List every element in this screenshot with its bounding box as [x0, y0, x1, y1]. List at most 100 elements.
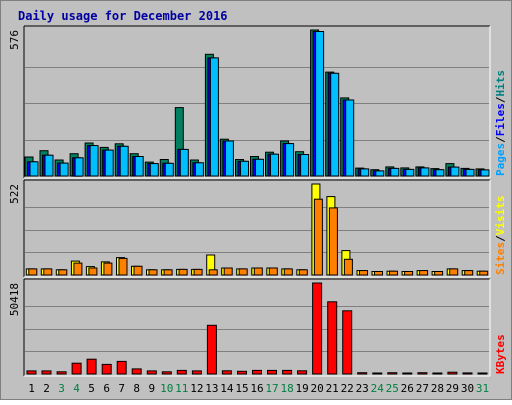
bar-kbytes-day-8	[131, 368, 142, 375]
bar-sites-day-31	[479, 270, 489, 276]
x-tick-label: 10	[160, 382, 173, 395]
legend-entry: Files	[494, 103, 507, 136]
panel-legend: KBytes	[494, 334, 507, 374]
bar-kbytes-day-9	[146, 370, 157, 375]
panel-max-label: 50418	[8, 283, 21, 316]
bar-sites-day-1	[28, 268, 38, 276]
bar-sites-day-30	[464, 270, 474, 276]
bar-sites-day-15	[238, 268, 248, 276]
bar-kbytes-day-10	[161, 371, 172, 375]
bar-sites-day-10	[163, 269, 173, 276]
bar-pages-day-20	[315, 31, 325, 177]
bar-sites-day-20	[313, 198, 323, 276]
bar-sites-day-6	[103, 262, 113, 276]
panel-background	[24, 279, 490, 376]
bar-sites-day-17	[268, 267, 278, 276]
x-tick-label: 25	[386, 382, 399, 395]
bar-sites-day-4	[73, 262, 83, 276]
x-tick-label: 12	[190, 382, 203, 395]
bar-pages-day-13	[209, 57, 219, 177]
bar-pages-day-18	[285, 143, 295, 177]
bar-pages-day-3	[59, 162, 69, 177]
bar-sites-day-19	[298, 269, 308, 276]
bar-sites-day-16	[253, 267, 263, 276]
x-tick-label: 8	[133, 382, 140, 395]
bar-kbytes-day-13	[206, 324, 217, 375]
bar-kbytes-day-19	[297, 370, 308, 375]
bar-sites-day-26	[404, 271, 414, 276]
x-tick-label: 6	[103, 382, 110, 395]
bar-pages-day-31	[480, 169, 490, 177]
bar-pages-day-4	[74, 157, 84, 177]
x-tick-label: 22	[341, 382, 354, 395]
bar-pages-day-25	[390, 167, 400, 177]
bar-sites-day-24	[374, 271, 383, 276]
bar-kbytes-day-3	[56, 371, 67, 375]
bar-pages-day-17	[270, 153, 279, 177]
bar-pages-day-8	[134, 156, 144, 177]
x-axis-labels: 1 2 3 4 5 6 7 8 9 10 11 12 13 14 15 16 17 18 19 20 21 22 23 24 2…	[28, 382, 489, 395]
bar-pages-day-19	[300, 154, 310, 177]
bar-kbytes-day-15	[237, 370, 247, 375]
bar-pages-day-26	[405, 168, 415, 177]
x-tick-label: 29	[446, 382, 459, 395]
legend-entry: Sites	[494, 242, 507, 275]
chart-title: Daily usage for December 2016	[18, 9, 228, 23]
x-tick-label: 23	[356, 382, 369, 395]
bar-kbytes-day-29	[447, 371, 458, 375]
x-tick-label: 28	[431, 382, 444, 395]
bar-sites-day-22	[343, 258, 353, 276]
bar-pages-day-24	[375, 170, 385, 177]
panels: 576Pages/Files/Hits522Sites/Visits50418K…	[8, 25, 507, 377]
bar-pages-day-2	[44, 154, 54, 177]
x-tick-label: 27	[416, 382, 429, 395]
bar-pages-day-14	[224, 140, 234, 177]
bar-sites-day-25	[389, 270, 398, 276]
bar-pages-day-9	[149, 163, 159, 177]
x-tick-label: 31	[476, 382, 489, 395]
bar-pages-day-23	[360, 168, 370, 177]
bar-kbytes-day-22	[342, 310, 353, 375]
x-tick-label: 7	[118, 382, 125, 395]
bar-pages-day-21	[330, 72, 340, 177]
bar-pages-day-12	[194, 162, 204, 177]
x-tick-label: 14	[220, 382, 234, 395]
panel-max-label: 522	[8, 184, 21, 204]
bar-kbytes-day-25	[387, 372, 398, 375]
x-tick-label: 24	[371, 382, 385, 395]
bar-sites-day-3	[58, 269, 68, 276]
bar-pages-day-11	[179, 148, 189, 177]
bar-sites-day-9	[148, 269, 158, 276]
legend-entry: Hits	[494, 70, 507, 97]
bar-kbytes-day-11	[176, 369, 187, 375]
x-tick-label: 19	[295, 382, 308, 395]
x-tick-label: 5	[88, 382, 95, 395]
bar-sites-day-2	[43, 268, 53, 276]
bar-kbytes-day-5	[86, 358, 97, 375]
bar-kbytes-day-30	[462, 372, 473, 375]
bar-sites-day-23	[359, 270, 368, 276]
x-tick-label: 11	[175, 382, 188, 395]
bar-pages-day-6	[104, 149, 114, 177]
bar-kbytes-day-24	[372, 372, 383, 375]
bar-pages-day-15	[240, 160, 249, 177]
bar-sites-day-29	[449, 268, 459, 276]
legend-entry: /	[494, 136, 507, 143]
x-tick-label: 4	[73, 382, 80, 395]
bar-kbytes-day-6	[101, 363, 112, 375]
bar-kbytes-day-2	[41, 370, 52, 375]
bar-kbytes-day-18	[282, 369, 293, 375]
x-tick-label: 16	[250, 382, 263, 395]
legend-entry: Pages	[494, 143, 507, 176]
bar-sites-day-28	[434, 271, 444, 276]
bar-kbytes-day-7	[116, 360, 127, 375]
legend-entry: Visits	[494, 196, 507, 236]
bar-sites-day-11	[178, 268, 188, 276]
bar-kbytes-day-31	[477, 372, 488, 375]
bar-sites-day-27	[419, 270, 429, 276]
legend-entry: /	[494, 235, 507, 242]
x-tick-label: 3	[58, 382, 65, 395]
x-tick-label: 20	[310, 382, 323, 395]
panel-legend: Pages/Files/Hits	[494, 70, 507, 176]
panel-visits-sites: 522 Sites/Visits	[8, 179, 507, 278]
